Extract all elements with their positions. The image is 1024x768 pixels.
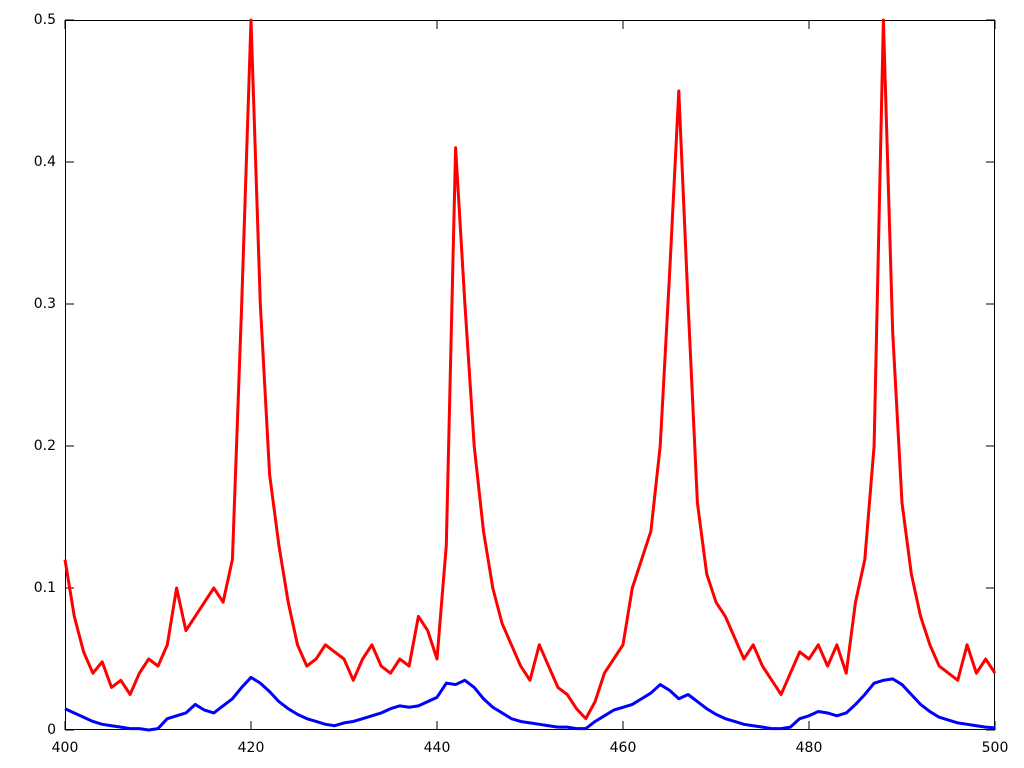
plot-frame <box>65 20 995 730</box>
x-tick-label: 440 <box>424 740 451 756</box>
x-tick-label: 420 <box>238 740 265 756</box>
data-line <box>64 675 996 732</box>
y-tick-label: 0.2 <box>34 438 56 454</box>
y-tick-label: 0.4 <box>34 154 56 170</box>
data-line <box>63 18 997 721</box>
x-tick-label: 480 <box>796 740 823 756</box>
y-tick-label: 0.1 <box>34 580 56 596</box>
y-tick-label: 0 <box>47 722 56 738</box>
x-tick-label: 460 <box>610 740 637 756</box>
x-tick-label: 500 <box>982 740 1009 756</box>
x-tick-label: 400 <box>52 740 79 756</box>
y-tick-label: 0.3 <box>34 296 56 312</box>
y-tick-label: 0.5 <box>34 12 56 28</box>
